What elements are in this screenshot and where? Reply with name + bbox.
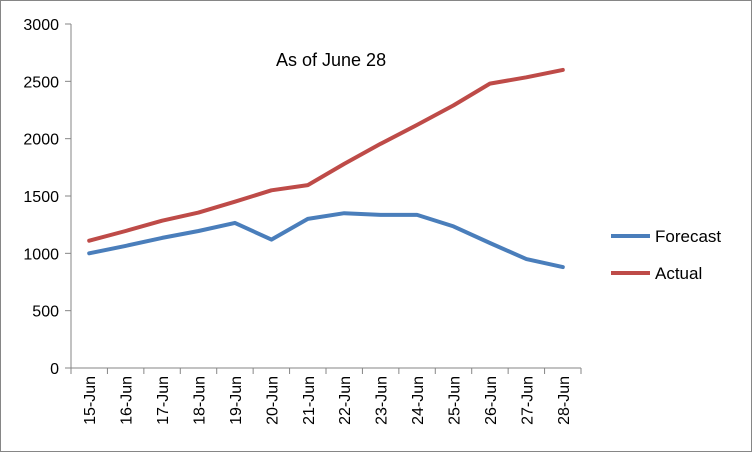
x-tick-label: 21-Jun xyxy=(301,376,318,425)
y-tick-label: 500 xyxy=(32,304,59,321)
series-line-actual xyxy=(87,67,565,243)
x-tick-label: 16-Jun xyxy=(119,376,136,425)
x-tick-label: 23-Jun xyxy=(374,376,391,425)
y-tick-label: 2000 xyxy=(23,132,59,149)
x-tick-label: 24-Jun xyxy=(410,376,427,425)
x-tick-label: 22-Jun xyxy=(337,376,354,425)
x-tick-label: 28-Jun xyxy=(556,376,573,425)
x-tick-label: 19-Jun xyxy=(228,376,245,425)
chart-annotation: As of June 28 xyxy=(276,50,386,70)
y-tick-label: 1000 xyxy=(23,246,59,263)
y-tick-label: 2500 xyxy=(23,74,59,91)
y-tick-label: 1500 xyxy=(23,189,59,206)
series-layer xyxy=(87,67,565,270)
x-tick-label: 27-Jun xyxy=(519,376,536,425)
x-tick-label: 20-Jun xyxy=(264,376,281,425)
x-tick-label: 25-Jun xyxy=(447,376,464,425)
y-tick-label: 3000 xyxy=(23,17,59,34)
x-tick-label: 18-Jun xyxy=(192,376,209,425)
axes: 0 500 1000 1500 2000 2500 3000 15-Jun 16-Jun 17-J… xyxy=(23,17,582,425)
legend-label-forecast: Forecast xyxy=(655,227,721,246)
series-line-forecast xyxy=(87,211,565,270)
legend-label-actual: Actual xyxy=(655,264,702,283)
y-tick-label: 0 xyxy=(50,361,59,378)
x-tick-label: 17-Jun xyxy=(155,376,172,425)
x-tick-label: 26-Jun xyxy=(483,376,500,425)
x-tick-label: 15-Jun xyxy=(82,376,99,425)
legend: Forecast Actual xyxy=(611,227,721,283)
